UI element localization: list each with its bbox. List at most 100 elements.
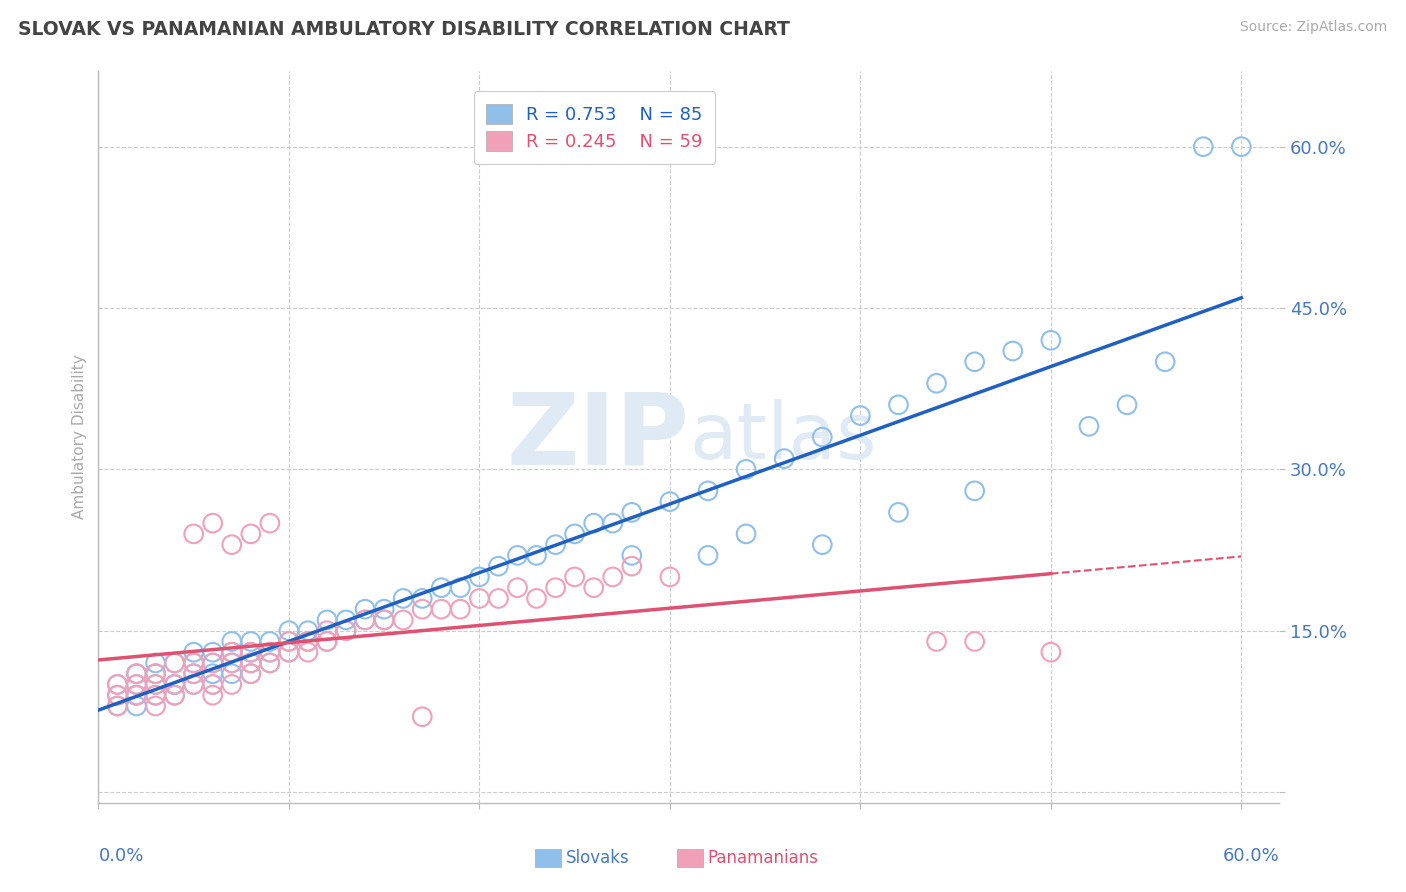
Point — [811, 430, 834, 444]
Point — [259, 516, 281, 530]
Point — [373, 602, 395, 616]
Point — [887, 505, 910, 519]
Point — [544, 538, 567, 552]
Point — [107, 677, 129, 691]
Point — [449, 581, 471, 595]
Point — [392, 613, 415, 627]
Point — [1078, 419, 1101, 434]
Point — [163, 677, 186, 691]
Point — [430, 581, 453, 595]
Point — [316, 624, 339, 638]
Point — [488, 559, 510, 574]
Point — [145, 656, 167, 670]
Point — [1039, 333, 1062, 347]
Point — [239, 666, 262, 681]
Point — [125, 677, 148, 691]
Point — [316, 634, 339, 648]
Point — [201, 516, 224, 530]
Point — [925, 634, 948, 648]
Point — [125, 688, 148, 702]
Point — [1192, 139, 1215, 153]
Point — [125, 666, 148, 681]
Point — [163, 677, 186, 691]
Point — [297, 634, 319, 648]
FancyBboxPatch shape — [678, 848, 703, 867]
Point — [277, 645, 299, 659]
Point — [201, 666, 224, 681]
Point — [239, 645, 262, 659]
Point — [620, 505, 643, 519]
Point — [107, 688, 129, 702]
Point — [773, 451, 796, 466]
Point — [392, 591, 415, 606]
Point — [411, 710, 433, 724]
Point — [468, 570, 491, 584]
Point — [239, 656, 262, 670]
Point — [297, 634, 319, 648]
Point — [145, 677, 167, 691]
Point — [354, 613, 377, 627]
Point — [145, 688, 167, 702]
Point — [277, 624, 299, 638]
Point — [145, 688, 167, 702]
Point — [183, 677, 205, 691]
Point — [125, 688, 148, 702]
Point — [183, 666, 205, 681]
Point — [125, 688, 148, 702]
Point — [1230, 139, 1253, 153]
Point — [506, 581, 529, 595]
Point — [335, 624, 357, 638]
Point — [277, 634, 299, 648]
Point — [201, 656, 224, 670]
Point — [316, 634, 339, 648]
Point — [564, 527, 586, 541]
Point — [506, 549, 529, 563]
Point — [201, 677, 224, 691]
Point — [963, 483, 986, 498]
Point — [602, 516, 624, 530]
Point — [163, 688, 186, 702]
Point — [849, 409, 872, 423]
Point — [488, 591, 510, 606]
Point — [259, 645, 281, 659]
Point — [297, 645, 319, 659]
Point — [201, 688, 224, 702]
Point — [526, 591, 548, 606]
Point — [297, 624, 319, 638]
Point — [183, 656, 205, 670]
Point — [564, 570, 586, 584]
Point — [354, 613, 377, 627]
Point — [259, 656, 281, 670]
Text: ZIP: ZIP — [506, 389, 689, 485]
Point — [201, 677, 224, 691]
Point — [1154, 355, 1177, 369]
Point — [658, 570, 681, 584]
Point — [221, 538, 243, 552]
Point — [221, 666, 243, 681]
Point — [221, 645, 243, 659]
Point — [335, 613, 357, 627]
Text: Slovaks: Slovaks — [567, 848, 630, 867]
Point — [430, 602, 453, 616]
Point — [697, 483, 720, 498]
Y-axis label: Ambulatory Disability: Ambulatory Disability — [72, 355, 87, 519]
Text: atlas: atlas — [689, 399, 876, 475]
Point — [582, 581, 605, 595]
Text: 0.0%: 0.0% — [98, 847, 143, 864]
Point — [125, 677, 148, 691]
Point — [373, 613, 395, 627]
Point — [201, 645, 224, 659]
FancyBboxPatch shape — [536, 848, 561, 867]
Point — [1001, 344, 1024, 359]
Point — [259, 645, 281, 659]
Point — [963, 355, 986, 369]
Point — [620, 559, 643, 574]
Point — [221, 656, 243, 670]
Point — [221, 645, 243, 659]
Point — [658, 494, 681, 508]
Point — [221, 656, 243, 670]
Point — [335, 624, 357, 638]
Point — [449, 602, 471, 616]
Point — [526, 549, 548, 563]
Point — [145, 666, 167, 681]
